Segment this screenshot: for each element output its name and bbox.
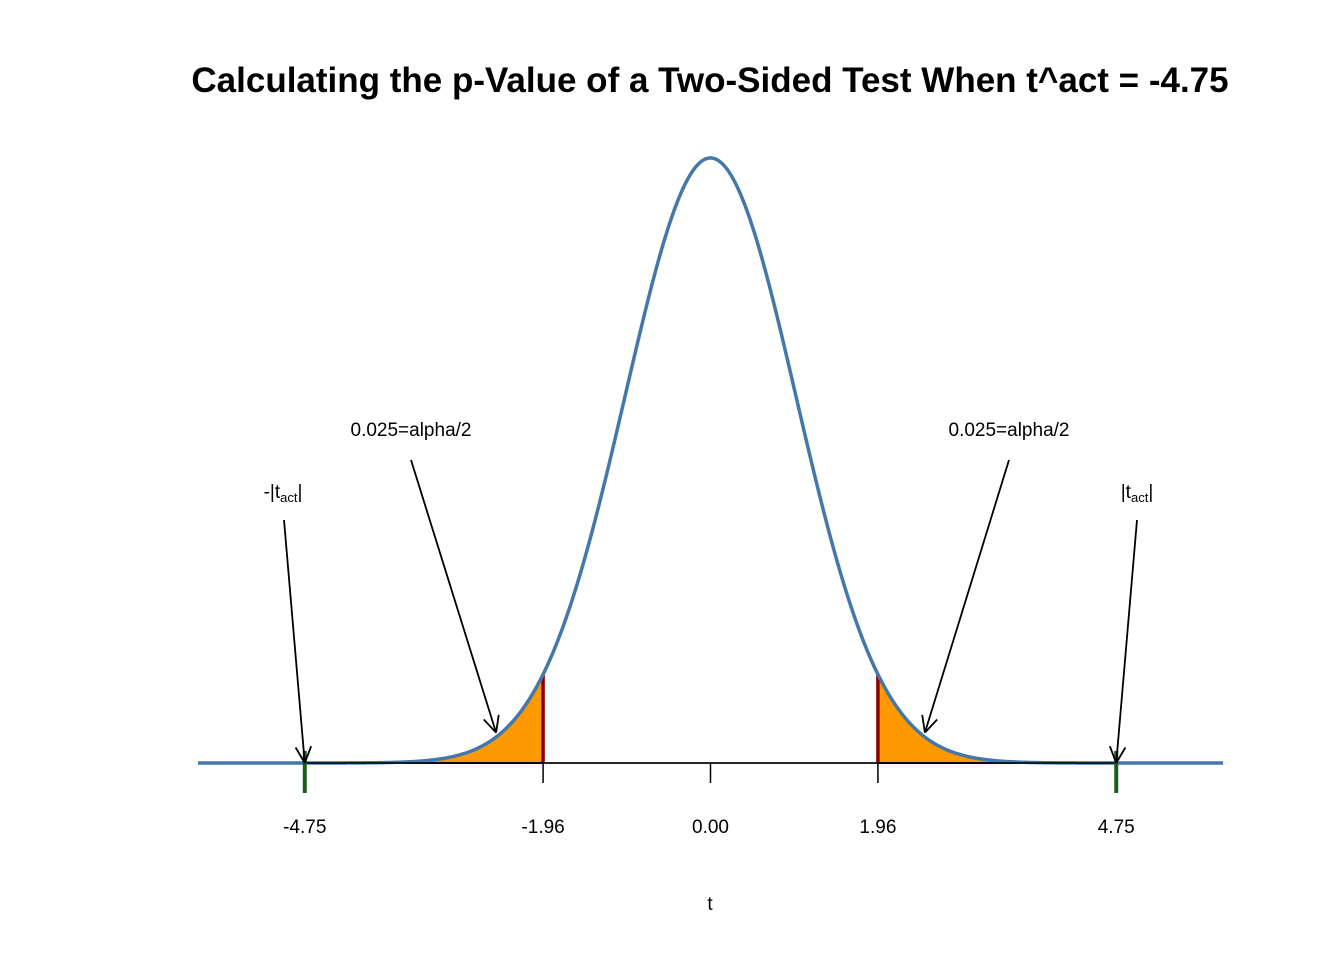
arrow-left-area <box>410 459 500 734</box>
critical-lines <box>541 674 880 763</box>
left-tact-annotation: -|tact| <box>264 482 303 505</box>
x-tick-label-0: -4.75 <box>283 817 326 838</box>
right-tact-annotation: |tact| <box>1121 482 1154 505</box>
arrow-left-tact <box>283 519 313 764</box>
annotation-arrows <box>283 459 1138 764</box>
left-area-annotation: 0.025=alpha/2 <box>351 420 472 441</box>
chart-title: Calculating the p-Value of a Two-Sided T… <box>191 61 1228 100</box>
x-tick-label-4: 4.75 <box>1098 817 1135 838</box>
x-tick-label-1: -1.96 <box>521 817 564 838</box>
density-curve <box>198 156 1223 765</box>
x-axis-label: t <box>707 894 713 915</box>
right-area-annotation: 0.025=alpha/2 <box>949 420 1070 441</box>
x-tick-label-3: 1.96 <box>859 817 896 838</box>
x-tick-labels: -4.75 -1.96 0.00 1.96 4.75 <box>283 817 1135 838</box>
x-tick-label-2: 0.00 <box>692 817 729 838</box>
arrow-right-area <box>921 459 1010 734</box>
shaded-areas <box>198 673 1223 764</box>
x-axis-ticks <box>304 762 1117 783</box>
arrow-right-tact <box>1108 519 1138 764</box>
